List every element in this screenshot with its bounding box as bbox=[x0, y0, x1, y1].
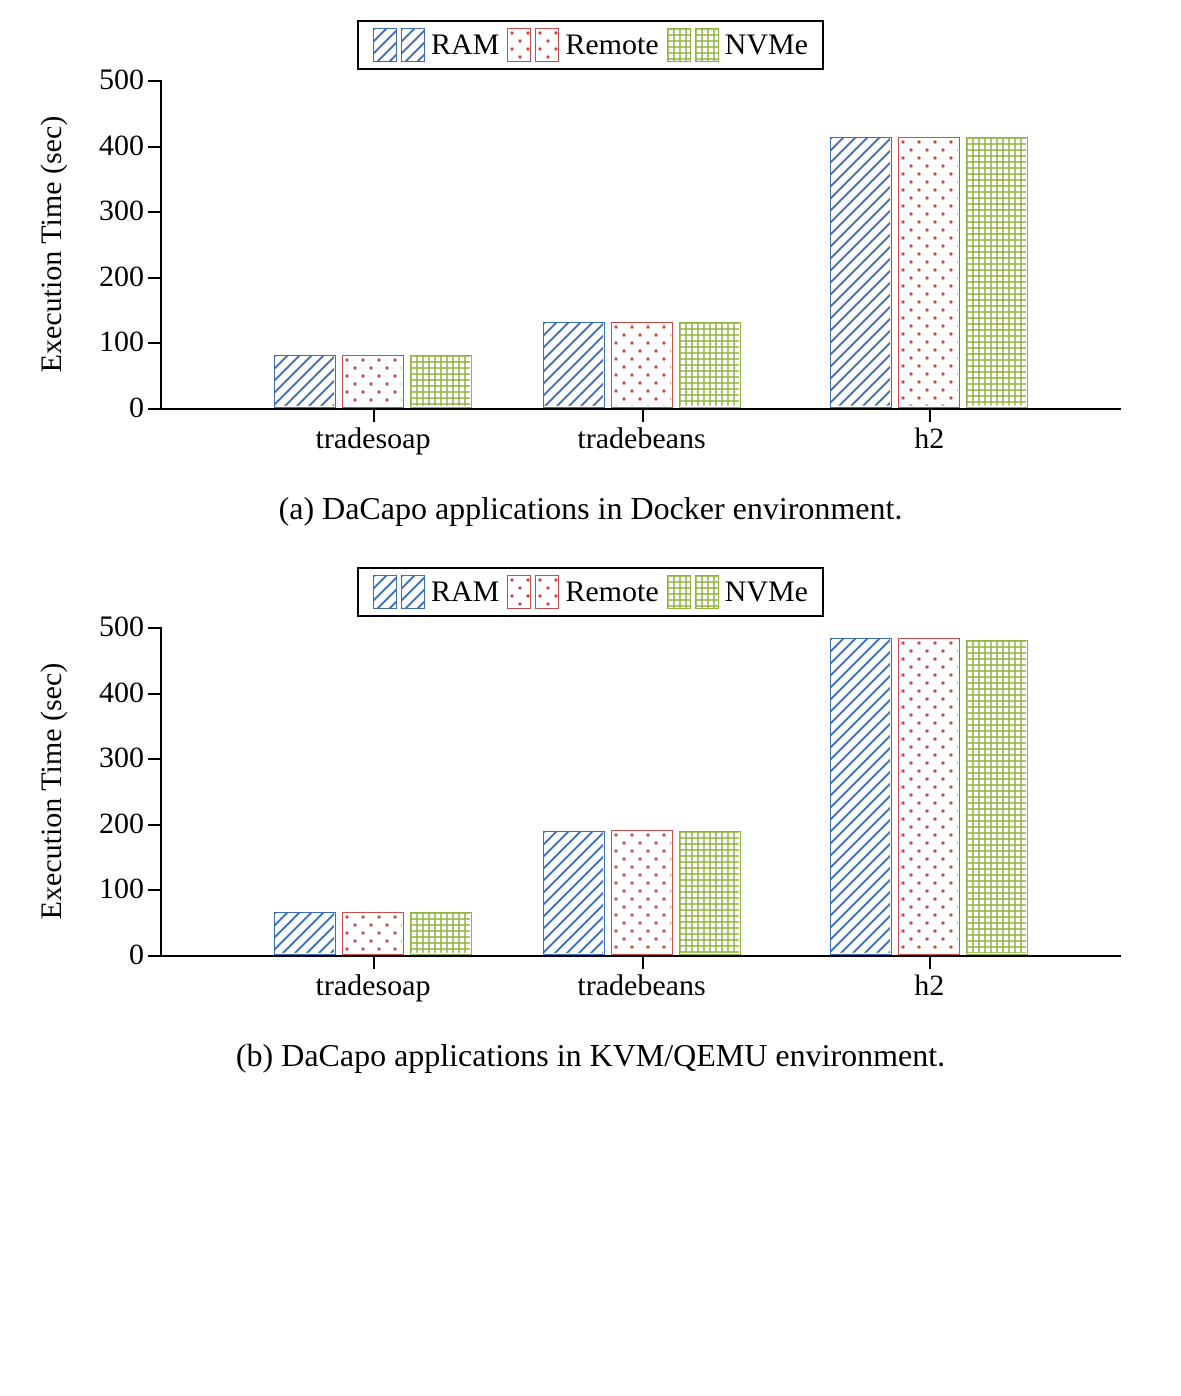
y-tick-label: 300 bbox=[99, 194, 162, 228]
legend-item-remote: Remote bbox=[507, 575, 658, 609]
bar-group bbox=[274, 912, 472, 955]
legend-swatch-remote bbox=[535, 575, 559, 609]
legend-label: RAM bbox=[431, 575, 499, 609]
legend-item-remote: Remote bbox=[507, 28, 658, 62]
legend-swatch-remote bbox=[535, 28, 559, 62]
bar-group bbox=[830, 638, 1028, 955]
bar-nvme bbox=[679, 831, 741, 955]
bar-ram bbox=[830, 638, 892, 955]
chart-b: RAM Remote NVMe0100200300400500Execution… bbox=[20, 567, 1161, 1074]
legend-swatch-ram bbox=[373, 575, 397, 609]
legend-swatch-ram bbox=[373, 28, 397, 62]
bar-group bbox=[274, 355, 472, 408]
x-tick-label: h2 bbox=[914, 955, 944, 1003]
legend-swatch-ram bbox=[401, 575, 425, 609]
legend-swatch-remote bbox=[507, 575, 531, 609]
plot-area: 0100200300400500Execution Time (sec)trad… bbox=[160, 627, 1121, 957]
legend-item-nvme: NVMe bbox=[667, 575, 808, 609]
bar-ram bbox=[274, 355, 336, 408]
bar-remote bbox=[898, 638, 960, 955]
bar-remote bbox=[342, 355, 404, 408]
chart-body: 0100200300400500Execution Time (sec)trad… bbox=[160, 627, 1121, 1007]
bar-nvme bbox=[679, 322, 741, 408]
y-axis-label: Execution Time (sec) bbox=[35, 116, 69, 373]
y-tick-label: 300 bbox=[99, 741, 162, 775]
legend-item-ram: RAM bbox=[373, 28, 499, 62]
caption: (a) DaCapo applications in Docker enviro… bbox=[20, 490, 1161, 527]
y-tick-label: 100 bbox=[99, 872, 162, 906]
bar-nvme bbox=[966, 137, 1028, 408]
caption: (b) DaCapo applications in KVM/QEMU envi… bbox=[20, 1037, 1161, 1074]
bar-group bbox=[543, 830, 741, 955]
chart-body: 0100200300400500Execution Time (sec)trad… bbox=[160, 80, 1121, 460]
y-tick-label: 0 bbox=[129, 938, 162, 972]
x-tick-label: tradebeans bbox=[577, 955, 705, 1003]
y-tick-label: 500 bbox=[99, 610, 162, 644]
legend-item-ram: RAM bbox=[373, 575, 499, 609]
legend-swatch-remote bbox=[507, 28, 531, 62]
bar-nvme bbox=[966, 640, 1028, 955]
legend-label: Remote bbox=[565, 28, 658, 62]
bar-group bbox=[543, 322, 741, 408]
legend: RAM Remote NVMe bbox=[357, 567, 824, 617]
bar-nvme bbox=[410, 355, 472, 408]
bar-remote bbox=[611, 322, 673, 408]
y-tick-label: 400 bbox=[99, 676, 162, 710]
bar-group bbox=[830, 137, 1028, 408]
figures-root: RAM Remote NVMe0100200300400500Execution… bbox=[20, 20, 1161, 1074]
y-tick-label: 100 bbox=[99, 325, 162, 359]
bar-ram bbox=[274, 912, 336, 955]
legend-swatch-nvme bbox=[695, 575, 719, 609]
bar-ram bbox=[543, 322, 605, 408]
chart-a: RAM Remote NVMe0100200300400500Execution… bbox=[20, 20, 1161, 527]
y-tick-label: 0 bbox=[129, 391, 162, 425]
legend-swatch-nvme bbox=[667, 575, 691, 609]
bar-remote bbox=[898, 137, 960, 408]
x-tick-label: tradesoap bbox=[315, 408, 430, 456]
y-axis-label: Execution Time (sec) bbox=[35, 663, 69, 920]
bar-remote bbox=[342, 912, 404, 955]
y-tick-label: 500 bbox=[99, 63, 162, 97]
legend: RAM Remote NVMe bbox=[357, 20, 824, 70]
legend-swatch-nvme bbox=[667, 28, 691, 62]
legend-item-nvme: NVMe bbox=[667, 28, 808, 62]
bar-nvme bbox=[410, 912, 472, 955]
legend-label: NVMe bbox=[725, 575, 808, 609]
y-tick-label: 400 bbox=[99, 129, 162, 163]
bar-remote bbox=[611, 830, 673, 955]
x-tick-label: tradebeans bbox=[577, 408, 705, 456]
y-tick-label: 200 bbox=[99, 260, 162, 294]
y-tick-label: 200 bbox=[99, 807, 162, 841]
legend-label: Remote bbox=[565, 575, 658, 609]
plot-area: 0100200300400500Execution Time (sec)trad… bbox=[160, 80, 1121, 410]
legend-label: RAM bbox=[431, 28, 499, 62]
legend-label: NVMe bbox=[725, 28, 808, 62]
x-tick-label: h2 bbox=[914, 408, 944, 456]
bar-ram bbox=[830, 137, 892, 408]
bar-ram bbox=[543, 831, 605, 955]
legend-swatch-ram bbox=[401, 28, 425, 62]
legend-swatch-nvme bbox=[695, 28, 719, 62]
x-tick-label: tradesoap bbox=[315, 955, 430, 1003]
